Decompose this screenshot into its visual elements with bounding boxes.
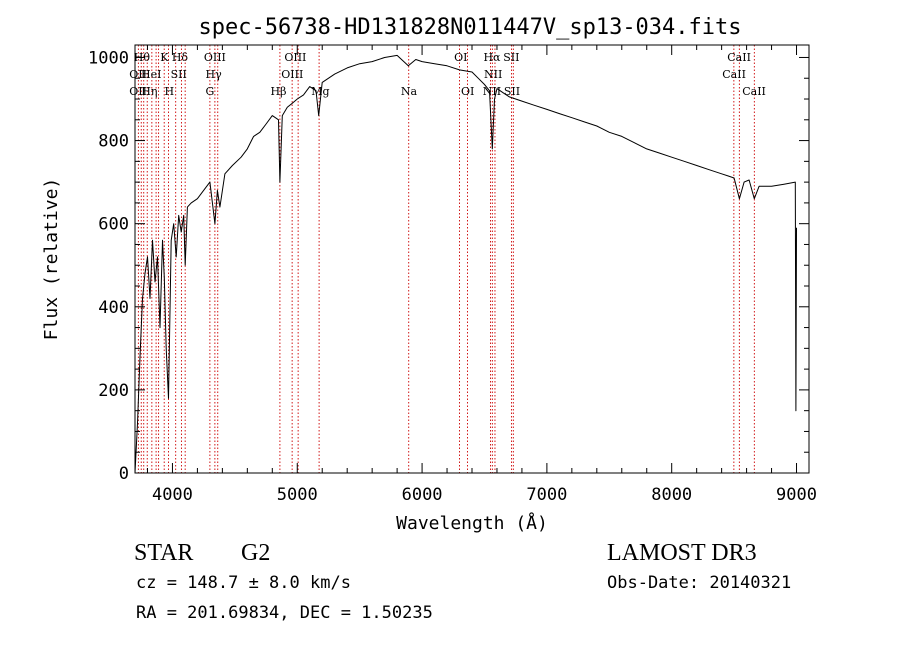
x-axis-label: Wavelength (Å): [396, 512, 548, 534]
spectrum-series-line: [134, 54, 797, 474]
line-label: CaII: [722, 68, 746, 81]
plot-frame: [134, 44, 810, 474]
line-label: OII: [129, 85, 147, 98]
line-label: Hγ: [206, 68, 223, 81]
x-axis: 4000 5000 6000 7000 8000 9000: [146, 45, 817, 505]
line-label: OIII: [204, 51, 226, 64]
line-label: NII: [484, 68, 502, 81]
y-tick-label: 200: [98, 381, 129, 401]
line-markers: [137, 45, 755, 473]
x-tick-label: 7000: [526, 485, 567, 505]
y-tick-label: 400: [98, 298, 129, 318]
line-label: Na: [401, 85, 418, 98]
line-label: SII: [171, 68, 187, 81]
y-tick-label: 1000: [88, 48, 129, 68]
line-label: OIII: [281, 68, 303, 81]
line-label: Hα: [483, 51, 501, 64]
line-label: NII: [483, 85, 501, 98]
survey-name: LAMOST DR3: [607, 540, 757, 566]
x-tick-label: 4000: [152, 485, 193, 505]
line-label: SII: [504, 85, 520, 98]
x-tick-label: 6000: [402, 485, 443, 505]
line-label: Mg: [311, 85, 329, 98]
redshift-cz: cz = 148.7 ± 8.0 km/s: [136, 573, 351, 593]
ra-dec: RA = 201.69834, DEC = 1.50235: [136, 603, 433, 623]
object-class: STAR: [134, 540, 194, 566]
x-tick-label: 9000: [776, 485, 817, 505]
y-axis-label: Flux (relative): [41, 178, 62, 341]
line-label: CaII: [742, 85, 766, 98]
line-label: OI: [461, 85, 474, 98]
line-label: SII: [503, 51, 519, 64]
chart-title: spec-56738-HD131828N011447V_sp13-034.fit…: [198, 15, 741, 40]
x-tick-label: 8000: [651, 485, 692, 505]
line-label: OIII: [284, 51, 306, 64]
line-label: K: [160, 51, 169, 64]
line-label: HeI: [141, 68, 161, 81]
line-label: OI: [454, 51, 467, 64]
line-label: OII: [129, 68, 147, 81]
line-label: Hβ: [271, 85, 287, 98]
line-label: H: [165, 85, 175, 98]
line-label: G: [205, 85, 214, 98]
x-tick-label: 5000: [277, 485, 318, 505]
y-tick-label: 800: [98, 132, 129, 152]
series-group: [134, 54, 797, 474]
line-label: Hη: [141, 85, 157, 98]
line-label: CaII: [727, 51, 751, 64]
line-label: Hδ: [172, 51, 189, 64]
y-tick-label: 0: [119, 464, 129, 484]
obs-date: Obs-Date: 20140321: [607, 573, 792, 593]
object-subclass: G2: [241, 540, 271, 566]
y-axis: 0 200 400 600 800 1000: [88, 48, 809, 484]
y-tick-label: 600: [98, 215, 129, 235]
